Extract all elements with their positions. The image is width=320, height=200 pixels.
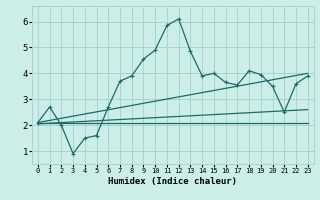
- X-axis label: Humidex (Indice chaleur): Humidex (Indice chaleur): [108, 177, 237, 186]
